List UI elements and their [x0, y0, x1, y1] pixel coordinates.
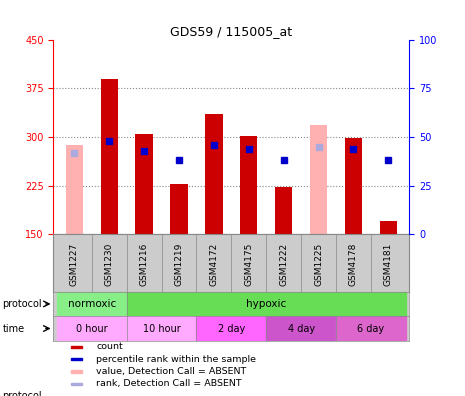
Bar [135, 134, 153, 234]
Text: normoxic: normoxic [68, 299, 116, 309]
Bar [100, 78, 118, 234]
Text: GSM1219: GSM1219 [174, 243, 184, 286]
Text: GSM1227: GSM1227 [70, 243, 79, 286]
Text: percentile rank within the sample: percentile rank within the sample [96, 355, 256, 364]
Text: rank, Detection Call = ABSENT: rank, Detection Call = ABSENT [96, 379, 242, 388]
Bar [196, 316, 266, 341]
Text: GSM4172: GSM4172 [209, 243, 219, 286]
Text: 10 hour: 10 hour [143, 324, 180, 333]
Bar [57, 316, 126, 341]
Text: GSM4181: GSM4181 [384, 243, 393, 286]
Bar [240, 136, 258, 234]
Text: protocol: protocol [2, 299, 42, 309]
Bar [205, 114, 223, 234]
Bar [345, 138, 362, 234]
Text: GSM1216: GSM1216 [140, 243, 149, 286]
Bar [71, 383, 82, 385]
Bar [336, 316, 405, 341]
Text: time: time [2, 324, 25, 333]
Bar [71, 358, 82, 360]
Bar [66, 145, 83, 234]
Text: 6 day: 6 day [357, 324, 385, 333]
Text: value, Detection Call = ABSENT: value, Detection Call = ABSENT [96, 367, 246, 376]
Title: GDS59 / 115005_at: GDS59 / 115005_at [170, 25, 292, 38]
Bar [266, 316, 336, 341]
Text: GSM4178: GSM4178 [349, 243, 358, 286]
Bar [310, 125, 327, 234]
Bar [170, 184, 188, 234]
Text: hypoxic: hypoxic [246, 299, 286, 309]
Bar [126, 291, 405, 316]
Text: 4 day: 4 day [287, 324, 315, 333]
Text: protocol: protocol [2, 391, 42, 396]
Bar [71, 346, 82, 348]
Bar [57, 291, 126, 316]
Text: 2 day: 2 day [218, 324, 245, 333]
Bar [126, 316, 196, 341]
Bar [71, 370, 82, 373]
Bar [275, 187, 292, 234]
Text: count: count [96, 343, 123, 352]
Text: GSM1222: GSM1222 [279, 243, 288, 286]
Text: GSM1230: GSM1230 [105, 243, 114, 286]
Text: GSM4175: GSM4175 [244, 243, 253, 286]
Bar [379, 221, 397, 234]
Text: 0 hour: 0 hour [76, 324, 108, 333]
Text: GSM1225: GSM1225 [314, 243, 323, 286]
